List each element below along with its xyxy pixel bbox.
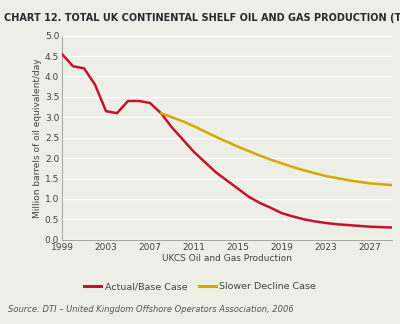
Legend: Actual/Base Case, Slower Decline Case: Actual/Base Case, Slower Decline Case bbox=[80, 278, 320, 295]
Text: CHART 12. TOTAL UK CONTINENTAL SHELF OIL AND GAS PRODUCTION (TO 2030): CHART 12. TOTAL UK CONTINENTAL SHELF OIL… bbox=[4, 13, 400, 23]
X-axis label: UKCS Oil and Gas Production: UKCS Oil and Gas Production bbox=[162, 254, 292, 263]
Text: Source: DTI – United Kingdom Offshore Operators Association, 2006: Source: DTI – United Kingdom Offshore Op… bbox=[8, 305, 294, 314]
Y-axis label: Million barrels of oil equivalent/day: Million barrels of oil equivalent/day bbox=[33, 58, 42, 217]
